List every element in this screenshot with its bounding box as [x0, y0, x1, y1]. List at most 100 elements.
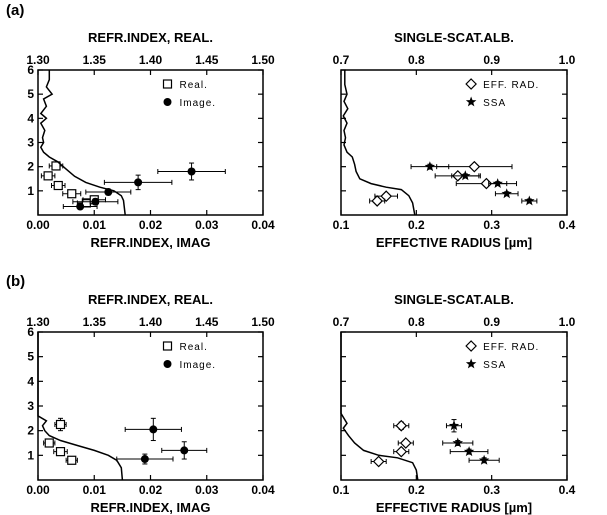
legend-label: Real. — [180, 342, 208, 353]
bottom-tick-label: 0.4 — [559, 483, 576, 497]
top-tick-label: 0.8 — [408, 53, 425, 67]
data-marker — [399, 437, 412, 449]
data-marker — [43, 171, 53, 181]
legend-marker — [465, 96, 477, 107]
top-tick-label: 0.9 — [483, 53, 500, 67]
bottom-tick-label: 0.2 — [408, 483, 425, 497]
data-marker — [55, 419, 66, 430]
data-marker — [187, 167, 196, 176]
legend-marker — [465, 358, 477, 369]
top-tick-label: 1.50 — [251, 315, 275, 329]
top-tick-label: 0.8 — [408, 315, 425, 329]
bottom-tick-label: 0.03 — [195, 218, 219, 232]
plots-container: REFR.INDEX, REAL. REFR.INDEX, IMAG 0.00 0.0… — [26, 30, 575, 515]
data-marker — [76, 202, 85, 211]
bottom-tick-label: 0.04 — [251, 218, 275, 232]
y-tick-label: 1 — [27, 448, 34, 462]
data-marker — [524, 195, 535, 206]
panel-label-b: (b) — [6, 273, 25, 290]
data-marker — [492, 178, 503, 188]
y-tick-label: 2 — [27, 160, 34, 174]
plot-frame — [340, 331, 568, 481]
data-marker — [67, 455, 77, 465]
legend-marker — [163, 360, 172, 368]
top-tick-label: 1.0 — [559, 315, 576, 329]
profile-line — [39, 70, 126, 216]
plot-3: REFR.INDEX, REAL. REFR.INDEX, IMAG 0.00 0.0… — [26, 292, 275, 515]
y-tick-label: 1 — [27, 184, 34, 198]
top-tick-label: 1.50 — [251, 53, 275, 67]
legend-label: Image. — [180, 360, 217, 371]
bottom-tick-label: 0.02 — [139, 218, 163, 232]
bottom-tick-label: 0.00 — [26, 218, 50, 232]
data-marker — [44, 438, 54, 448]
bottom-axis-title: EFFECTIVE RADIUS [µm] — [376, 235, 532, 250]
legend-label: Image. — [180, 98, 217, 109]
legend-label: Real. — [180, 80, 208, 91]
data-marker — [478, 454, 490, 465]
bottom-tick-label: 0.1 — [333, 483, 350, 497]
bottom-tick-label: 0.04 — [251, 483, 275, 497]
data-marker — [501, 188, 512, 199]
y-tick-label: 6 — [27, 325, 34, 339]
bottom-tick-label: 0.1 — [333, 218, 350, 232]
bottom-axis-title: REFR.INDEX, IMAG — [91, 500, 211, 515]
top-axis-title: REFR.INDEX, REAL. — [88, 292, 213, 307]
legend-marker — [162, 341, 173, 351]
data-marker — [448, 420, 460, 431]
top-tick-label: 1.0 — [559, 53, 576, 67]
y-tick-label: 2 — [27, 424, 34, 438]
legend-label: SSA — [483, 360, 506, 371]
legend-label: EFF. RAD. — [483, 342, 539, 353]
bottom-tick-label: 0.02 — [139, 483, 163, 497]
y-tick-label: 6 — [27, 63, 34, 77]
y-tick-label: 5 — [27, 87, 34, 101]
data-marker — [380, 190, 393, 202]
y-tick-label: 4 — [27, 374, 34, 388]
plot-frame — [340, 69, 568, 216]
bottom-tick-label: 0.01 — [83, 218, 107, 232]
plot-2: SINGLE-SCAT.ALB. EFFECTIVE RADIUS [µm] 0.1… — [333, 30, 576, 250]
y-tick-label: 3 — [27, 136, 34, 150]
bottom-axis-title: EFFECTIVE RADIUS [µm] — [376, 500, 532, 515]
bottom-tick-label: 0.00 — [26, 483, 50, 497]
top-tick-label: 1.40 — [139, 315, 163, 329]
profile-line — [342, 70, 416, 216]
top-tick-label: 1.30 — [26, 53, 50, 67]
legend-marker — [162, 79, 173, 89]
data-marker — [67, 189, 77, 199]
top-axis-title: SINGLE-SCAT.ALB. — [394, 30, 514, 45]
top-tick-label: 1.35 — [83, 315, 107, 329]
legend-marker — [465, 340, 477, 352]
top-tick-label: 1.40 — [139, 53, 163, 67]
data-marker — [51, 161, 61, 171]
y-tick-label: 4 — [27, 111, 34, 125]
bottom-tick-label: 0.03 — [195, 483, 219, 497]
bottom-tick-label: 0.3 — [483, 218, 500, 232]
top-tick-label: 0.7 — [333, 315, 350, 329]
bottom-axis-title: REFR.INDEX, IMAG — [91, 235, 211, 250]
y-tick-label: 3 — [27, 399, 34, 413]
data-marker — [140, 455, 149, 464]
data-marker — [91, 197, 100, 206]
profile-line — [37, 332, 124, 481]
data-marker — [372, 455, 385, 468]
top-tick-label: 0.7 — [333, 53, 350, 67]
data-marker — [134, 178, 143, 187]
data-marker — [149, 425, 158, 434]
plot-4: SINGLE-SCAT.ALB. EFFECTIVE RADIUS [µm] 0.1… — [333, 292, 576, 515]
data-marker — [55, 447, 66, 457]
legend-marker — [163, 98, 172, 106]
data-marker — [460, 170, 471, 181]
data-marker — [53, 180, 63, 191]
data-marker — [468, 160, 481, 173]
plot-1: REFR.INDEX, REAL. REFR.INDEX, IMAG 0.00 0.0… — [26, 30, 275, 250]
y-tick-label: 5 — [27, 350, 34, 364]
data-marker — [452, 437, 463, 448]
top-tick-label: 1.45 — [195, 315, 219, 329]
bottom-tick-label: 0.3 — [483, 483, 500, 497]
top-tick-label: 1.35 — [83, 53, 107, 67]
data-marker — [395, 419, 408, 432]
data-marker — [424, 161, 436, 172]
